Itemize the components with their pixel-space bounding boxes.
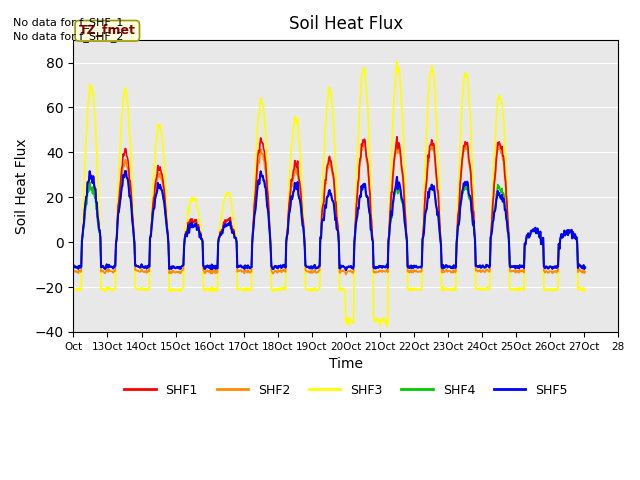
SHF4 [342,267,349,273]
SHF4 [122,168,129,174]
SHF4 [581,264,589,270]
Line: SHF4: SHF4 [74,171,585,270]
Legend: SHF1, SHF2, SHF3, SHF4, SHF5: SHF1, SHF2, SHF3, SHF4, SHF5 [119,379,573,402]
SHF2 [291,164,299,170]
Y-axis label: Soil Heat Flux: Soil Heat Flux [15,138,29,234]
SHF3 [291,113,299,119]
SHF3 [202,286,210,291]
SHF5 [181,235,189,241]
SHF5 [70,262,77,268]
SHF2 [393,138,401,144]
SHF1 [202,263,210,269]
SHF4 [70,262,77,268]
Line: SHF3: SHF3 [74,61,585,327]
SHF4 [203,264,211,270]
SHF1 [393,134,401,140]
SHF5 [203,264,211,270]
SHF5 [458,188,466,194]
Line: SHF2: SHF2 [74,141,585,275]
Text: TZ_fmet: TZ_fmet [79,24,136,37]
SHF1 [70,262,77,268]
SHF5 [515,265,523,271]
SHF3 [70,285,77,290]
SHF1 [515,265,523,271]
SHF2 [70,266,77,272]
SHF3 [180,243,188,249]
SHF3 [578,287,586,293]
SHF4 [578,264,586,270]
Text: No data for f_SHF_1: No data for f_SHF_1 [13,17,123,28]
X-axis label: Time: Time [329,357,363,371]
SHF2 [515,270,523,276]
SHF1 [291,157,299,163]
SHF2 [458,158,466,164]
SHF2 [202,268,210,274]
SHF3 [383,324,391,330]
SHF4 [292,182,300,188]
SHF1 [581,264,589,270]
SHF1 [180,243,188,249]
SHF3 [393,58,401,64]
Title: Soil Heat Flux: Soil Heat Flux [289,15,403,33]
Text: No data for f_SHF_2: No data for f_SHF_2 [13,31,124,42]
SHF4 [515,265,523,271]
SHF5 [342,267,349,273]
SHF1 [578,264,586,270]
SHF4 [181,235,189,241]
SHF2 [180,243,188,249]
SHF2 [581,269,589,275]
SHF5 [292,182,300,188]
SHF5 [578,264,586,270]
SHF4 [458,192,466,198]
SHF3 [458,97,466,103]
Line: SHF1: SHF1 [74,137,585,270]
Line: SHF5: SHF5 [74,171,585,270]
SHF1 [342,267,349,273]
SHF3 [515,288,523,294]
SHF1 [458,155,466,161]
SHF2 [578,269,586,275]
SHF3 [581,287,589,293]
SHF5 [122,168,129,174]
SHF5 [581,264,589,270]
SHF2 [342,272,349,277]
